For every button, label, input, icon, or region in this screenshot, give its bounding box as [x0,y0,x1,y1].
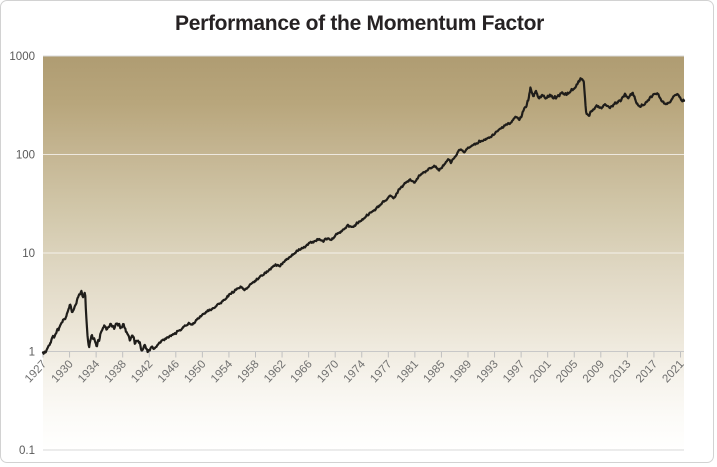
chart-title: Performance of the Momentum Factor [174,12,545,35]
y-axis-label: 100 [16,150,35,162]
y-axis-label: 10 [22,248,35,260]
y-axis-label: 1000 [9,51,35,63]
y-axis-label: 1 [29,347,35,359]
data-line [41,77,686,355]
y-axis-label: 0.1 [19,445,35,457]
